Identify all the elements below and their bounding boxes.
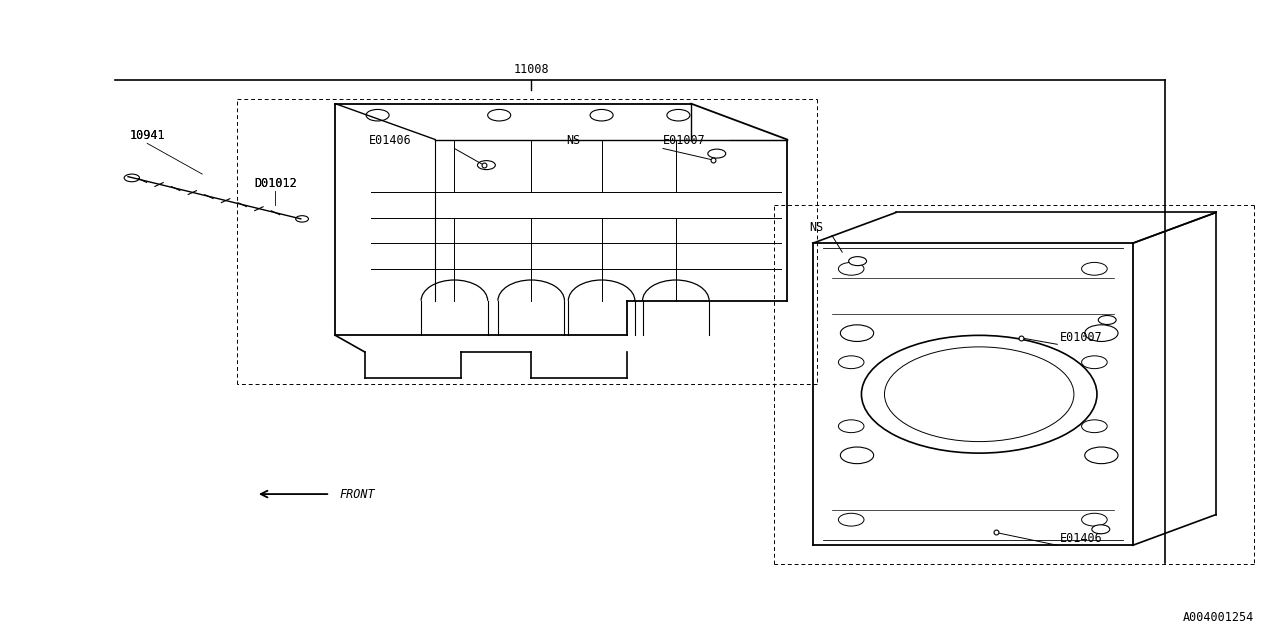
Circle shape — [838, 513, 864, 526]
Text: D01012: D01012 — [253, 177, 297, 190]
Circle shape — [1082, 262, 1107, 275]
Text: E01406: E01406 — [1060, 532, 1102, 545]
Text: 10941: 10941 — [129, 129, 165, 142]
Circle shape — [838, 262, 864, 275]
Text: 11008: 11008 — [513, 63, 549, 76]
Text: 10941: 10941 — [129, 129, 165, 142]
Text: E01007: E01007 — [1060, 332, 1102, 344]
Circle shape — [838, 420, 864, 433]
Text: D01012: D01012 — [253, 177, 297, 190]
Circle shape — [849, 257, 867, 266]
Circle shape — [1082, 420, 1107, 433]
Circle shape — [1082, 356, 1107, 369]
Circle shape — [366, 109, 389, 121]
Text: NS: NS — [566, 134, 581, 147]
Circle shape — [590, 109, 613, 121]
Circle shape — [488, 109, 511, 121]
Text: FRONT: FRONT — [339, 488, 375, 500]
Circle shape — [838, 356, 864, 369]
Circle shape — [667, 109, 690, 121]
Text: E01007: E01007 — [663, 134, 705, 147]
Circle shape — [708, 149, 726, 158]
Circle shape — [1082, 513, 1107, 526]
Circle shape — [477, 161, 495, 170]
Circle shape — [841, 325, 874, 342]
Text: A004001254: A004001254 — [1183, 611, 1254, 624]
Circle shape — [841, 447, 874, 463]
Circle shape — [1098, 316, 1116, 324]
Circle shape — [1084, 447, 1117, 463]
Text: E01406: E01406 — [369, 134, 412, 147]
Text: NS: NS — [809, 221, 824, 234]
Circle shape — [1092, 525, 1110, 534]
Circle shape — [1084, 325, 1117, 342]
